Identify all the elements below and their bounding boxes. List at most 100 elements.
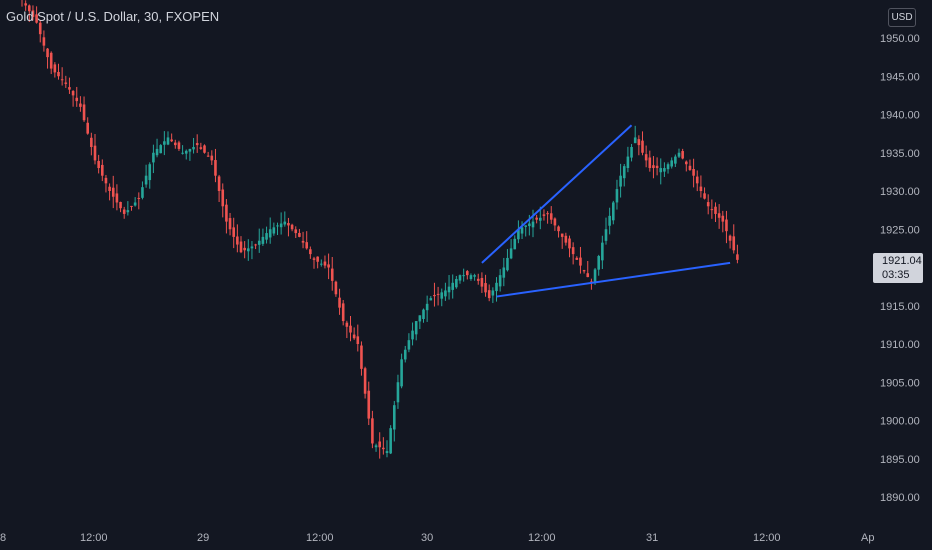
price-tick-label: 1945.00 — [880, 71, 920, 83]
candle-body — [181, 152, 184, 154]
candle-body — [736, 254, 739, 260]
candle-body — [655, 165, 659, 169]
candle-body — [133, 202, 137, 206]
candle-body — [396, 382, 400, 403]
candle-body — [407, 340, 411, 350]
price-tick-label: 1950.00 — [880, 33, 920, 45]
candle-body — [155, 148, 159, 156]
candle-body — [367, 390, 371, 419]
candle-body — [506, 257, 509, 271]
price-tick-label: 1915.00 — [880, 301, 920, 313]
candle-body — [714, 206, 717, 214]
candle-body — [484, 283, 487, 293]
candle-body — [130, 205, 133, 207]
candle-body — [57, 71, 60, 77]
time-tick-label: 12:00 — [80, 532, 108, 544]
candle-body — [502, 267, 506, 278]
candle-body — [560, 233, 564, 237]
candle-body — [641, 140, 644, 153]
candle-body — [608, 215, 611, 226]
candle-body — [188, 148, 192, 152]
candle-body — [327, 264, 330, 268]
candle-body — [86, 122, 89, 134]
candle-body — [400, 359, 403, 387]
candle-body — [174, 142, 177, 146]
time-tick-label: 12:00 — [753, 532, 781, 544]
time-tick-label: Ap — [861, 532, 874, 544]
candle-body — [46, 48, 49, 58]
candle-body — [630, 147, 633, 158]
candle-body — [674, 156, 677, 164]
candle-body — [378, 441, 381, 448]
price-tick-label: 1925.00 — [880, 224, 920, 236]
candle-body — [728, 235, 732, 241]
candle-body — [82, 104, 86, 121]
time-tick-label: 8 — [0, 532, 6, 544]
candle-body — [542, 214, 546, 216]
candle-body — [254, 244, 257, 246]
candle-body — [626, 156, 630, 169]
candle-body — [247, 248, 250, 252]
candle-body — [320, 263, 323, 265]
trendline — [481, 124, 633, 264]
candle-body — [455, 278, 458, 288]
candle-body — [692, 169, 695, 176]
candle-body — [436, 293, 440, 295]
candle-body — [261, 236, 265, 244]
price-tick-label: 1940.00 — [880, 110, 920, 122]
last-price-value: 1921.04 — [882, 255, 922, 267]
candle-body — [466, 271, 469, 276]
candle-body — [97, 160, 100, 169]
candle-body — [236, 236, 239, 245]
candle-body — [71, 91, 75, 96]
candle-body — [601, 242, 604, 261]
price-tick-label: 1905.00 — [880, 377, 920, 389]
candle-body — [53, 64, 57, 73]
candle-body — [141, 187, 144, 198]
candle-body — [111, 187, 115, 197]
candle-body — [122, 209, 126, 214]
candle-body — [192, 147, 195, 150]
candle-body — [557, 226, 560, 232]
candle-body — [257, 240, 261, 245]
candle-body — [206, 155, 210, 157]
candle-body — [279, 223, 283, 228]
candle-body — [553, 218, 557, 226]
candle-body — [403, 349, 407, 360]
candle-body — [458, 275, 462, 281]
candle-body — [137, 197, 141, 199]
price-tick-label: 1900.00 — [880, 416, 920, 428]
time-tick-label: 12:00 — [528, 532, 556, 544]
candle-body — [312, 258, 316, 260]
candle-body — [24, 3, 27, 6]
candle-body — [268, 229, 272, 238]
candlestick-series — [21, 0, 739, 459]
candle-body — [513, 238, 517, 250]
candle-body — [582, 270, 586, 272]
candle-body — [203, 145, 206, 153]
candle-body — [659, 168, 663, 173]
candle-body — [166, 137, 170, 145]
candle-body — [480, 277, 484, 287]
candle-body — [79, 103, 82, 107]
price-tick-label: 1935.00 — [880, 148, 920, 160]
candle-body — [648, 157, 652, 169]
candle-body — [531, 221, 535, 228]
candle-body — [341, 303, 345, 322]
trendline — [496, 261, 731, 298]
candle-body — [75, 97, 79, 102]
candle-body — [42, 37, 46, 46]
candle-body — [568, 238, 571, 249]
candle-body — [228, 218, 232, 230]
candle-body — [652, 165, 655, 169]
candle-body — [644, 154, 648, 161]
candle-body — [476, 278, 480, 281]
candle-body — [528, 223, 531, 227]
candle-body — [411, 330, 414, 340]
candle-body — [619, 175, 622, 187]
candle-body — [239, 241, 243, 253]
symbol-title[interactable]: Gold Spot / U.S. Dollar, 30, FXOPEN — [6, 9, 220, 24]
currency-button[interactable]: USD — [888, 8, 916, 27]
candle-body — [272, 227, 276, 234]
